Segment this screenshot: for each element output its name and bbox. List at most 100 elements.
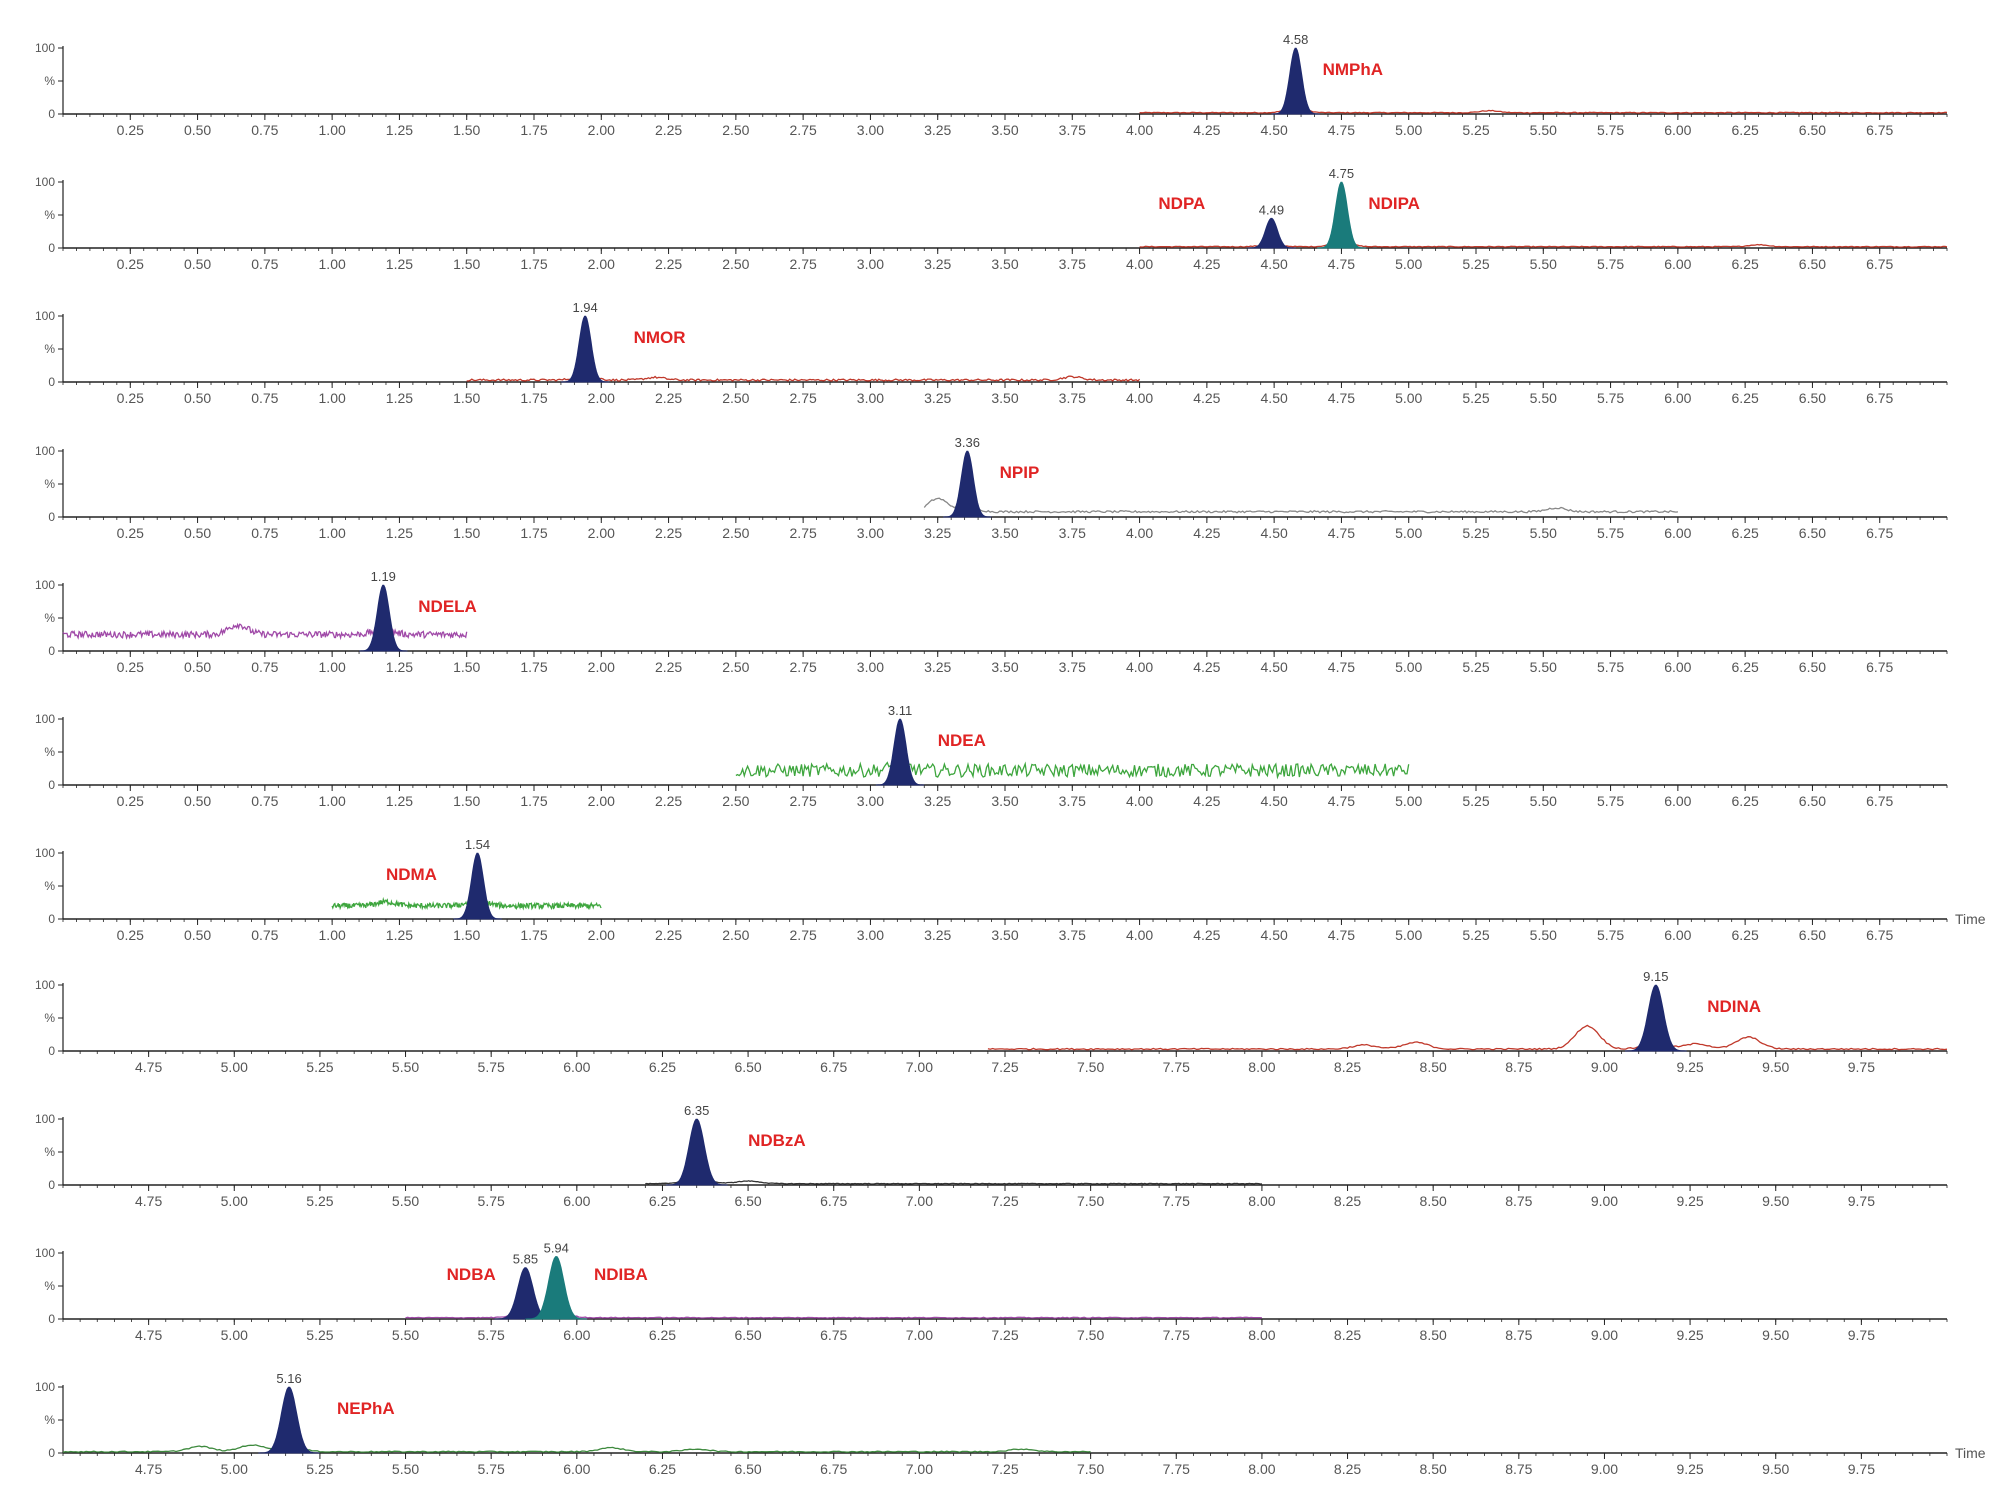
x-tick-label: 0.75 [251,390,278,406]
x-tick-label: 5.25 [306,1059,333,1075]
x-tick-label: 0.50 [184,390,211,406]
x-tick-label: 9.75 [1848,1461,1875,1477]
x-tick-label: 2.25 [655,793,682,809]
x-tick-label: 3.75 [1059,256,1086,272]
x-tick-label: 0.50 [184,525,211,541]
x-tick-label: 1.00 [319,793,346,809]
y-tick-label: % [44,1145,55,1159]
x-tick-label: 0.75 [251,256,278,272]
x-tick-label: 2.75 [790,659,817,675]
x-tick-label: 3.00 [857,525,884,541]
x-tick-label: 3.50 [991,525,1018,541]
x-tick-label: 5.00 [1395,256,1422,272]
x-tick-label: 8.00 [1248,1461,1275,1477]
x-tick-label: 4.50 [1261,256,1288,272]
x-tick-label: 5.50 [1530,927,1557,943]
x-tick-label: 6.75 [820,1327,847,1343]
x-tick-label: 2.25 [655,659,682,675]
y-tick-label: 100 [35,1112,55,1126]
x-tick-label: 7.25 [991,1461,1018,1477]
compound-label: NPIP [1000,463,1040,482]
x-tick-label: 6.25 [649,1193,676,1209]
x-tick-label: 5.25 [1462,122,1489,138]
x-tick-label: 8.00 [1248,1059,1275,1075]
x-tick-label: 0.75 [251,525,278,541]
x-tick-label: 6.00 [563,1461,590,1477]
y-tick-label: % [44,74,55,88]
x-tick-label: 7.00 [906,1461,933,1477]
peak-npip [943,450,992,518]
peak-ndela [359,584,408,652]
x-tick-label: 7.00 [906,1327,933,1343]
x-tick-label: 5.00 [1395,525,1422,541]
y-tick-label: 100 [35,978,55,992]
x-tick-label: 2.50 [722,256,749,272]
y-tick-label: 100 [35,175,55,189]
x-tick-label: 2.75 [790,122,817,138]
x-tick-label: 7.00 [906,1193,933,1209]
x-tick-label: 6.25 [1732,256,1759,272]
peak-nmor [560,315,610,383]
x-tick-label: 5.75 [478,1193,505,1209]
peak-rt-label: 5.16 [276,1371,301,1386]
y-tick-label: 0 [48,107,55,121]
x-tick-label: 0.75 [251,659,278,675]
x-tick-label: 7.25 [991,1327,1018,1343]
x-tick-label: 3.75 [1059,659,1086,675]
x-tick-label: 6.50 [1799,256,1826,272]
x-tick-label: 9.50 [1762,1193,1789,1209]
x-tick-label: 3.75 [1059,793,1086,809]
x-tick-label: 5.75 [478,1461,505,1477]
x-tick-label: 5.75 [1597,256,1624,272]
x-tick-label: 3.25 [924,927,951,943]
y-tick-label: 0 [48,778,55,792]
peak-rt-label: 4.49 [1259,202,1284,217]
y-tick-label: % [44,879,55,893]
y-tick-label: 0 [48,644,55,658]
x-tick-label: 9.25 [1676,1193,1703,1209]
x-tick-label: 3.50 [991,122,1018,138]
compound-label: NMOR [634,328,686,347]
chromatogram-panel-5: 100% 0 0.25 0.50 0.75 1.00 1.25 1.50 1.75 2.00 2.2… [35,569,1948,675]
x-tick-label: 1.75 [520,256,547,272]
x-tick-label: 6.25 [1732,927,1759,943]
x-tick-label: 2.00 [588,659,615,675]
x-tick-label: 6.75 [820,1059,847,1075]
chromatogram-trace [62,622,468,641]
peak-ndma [453,852,502,920]
chromatogram-panel-2: 100% 0 0.25 0.50 0.75 1.00 1.25 1.50 1.75 2.00 2.2… [35,166,1948,272]
x-tick-label: 4.75 [1328,256,1355,272]
x-axis-title: Time [1955,1445,1986,1461]
peak-rt-label: 3.11 [888,703,912,718]
y-tick-label: 0 [48,1178,55,1192]
peak-ndpa [1247,217,1296,249]
x-tick-label: 5.75 [1597,793,1624,809]
y-tick-label: % [44,745,55,759]
x-tick-label: 2.25 [655,390,682,406]
x-tick-label: 5.25 [1462,927,1489,943]
x-tick-label: 3.50 [991,659,1018,675]
x-tick-label: 8.25 [1334,1327,1361,1343]
x-tick-label: 1.25 [386,390,413,406]
x-tick-label: 8.00 [1248,1327,1275,1343]
x-tick-label: 1.00 [319,390,346,406]
x-tick-label: 4.25 [1193,525,1220,541]
x-tick-label: 5.50 [392,1327,419,1343]
x-tick-label: 6.25 [1732,122,1759,138]
x-tick-label: 6.00 [1664,927,1691,943]
x-tick-label: 2.25 [655,525,682,541]
peak-rt-label: 1.19 [371,569,396,584]
x-tick-label: 2.25 [655,256,682,272]
x-tick-label: 3.75 [1059,927,1086,943]
x-tick-label: 9.25 [1676,1059,1703,1075]
peak-rt-label: 5.94 [544,1240,569,1255]
x-tick-label: 3.00 [857,390,884,406]
chromatogram-panel-7: 100% 0 0.25 0.50 0.75 1.00 1.25 1.50 1.75 2.00 2.2… [35,837,1986,943]
chromatogram-trace [1139,106,1948,114]
peak-ndina [1625,984,1687,1052]
x-tick-label: 7.75 [1163,1461,1190,1477]
x-tick-label: 4.25 [1193,390,1220,406]
x-tick-label: 2.50 [722,122,749,138]
x-tick-label: 8.50 [1420,1193,1447,1209]
